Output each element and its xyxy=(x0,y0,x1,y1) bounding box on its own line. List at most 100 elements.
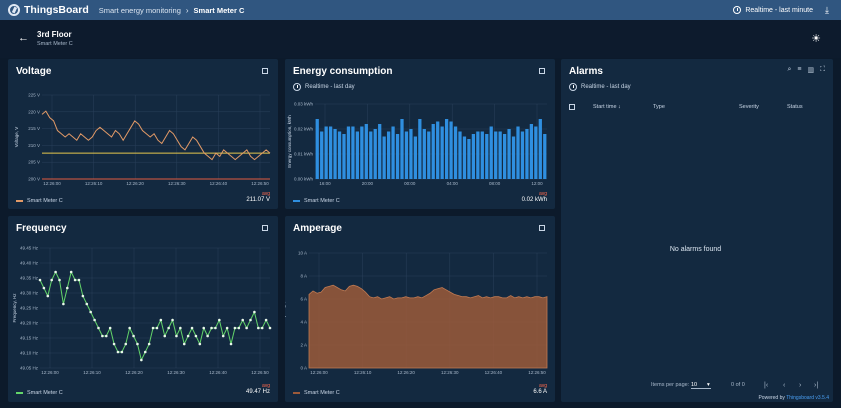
frequency-point xyxy=(108,326,112,330)
frequency-point xyxy=(202,326,206,330)
breadcrumb-dashboard[interactable]: Smart energy monitoring xyxy=(98,5,181,15)
agg-value: 211.07 V xyxy=(246,197,270,203)
chevron-right-icon: › xyxy=(185,5,189,15)
energy-bar xyxy=(489,126,493,179)
weather-sun-icon[interactable]: ☀ xyxy=(811,33,821,45)
x-tick-label: 12:26:20 xyxy=(126,181,144,186)
y-tick-label: 49.45 Hz xyxy=(20,246,39,251)
x-tick-label: 00:00 xyxy=(404,181,416,186)
column-type[interactable]: Type xyxy=(653,104,665,110)
energy-bar xyxy=(400,119,404,179)
column-severity[interactable]: Severity xyxy=(739,104,759,110)
energy-bar xyxy=(315,119,319,179)
frequency-point xyxy=(140,358,143,362)
fullscreen-icon[interactable]: ⛶ xyxy=(820,66,825,73)
energy-bar xyxy=(364,124,368,179)
legend-label: Smart Meter C xyxy=(27,390,63,396)
frequency-point xyxy=(253,310,256,314)
x-tick-label: 12:26:40 xyxy=(210,181,228,186)
timewindow-control[interactable]: Realtime - last minute ⤓ xyxy=(733,0,829,20)
clock-icon xyxy=(293,83,301,91)
search-icon[interactable]: ⌕ xyxy=(787,66,792,73)
energy-bar xyxy=(386,131,391,179)
items-per-page-select[interactable]: 10 xyxy=(691,382,711,389)
alarms-paginator: Items per page: 10 ▾ 0 of 0 |‹ ‹ › ›| xyxy=(561,382,841,394)
x-tick-label: 12:26:30 xyxy=(168,181,186,186)
y-tick-label: 0.01 kWh xyxy=(294,152,314,157)
frequency-point xyxy=(69,270,73,274)
voltage-title: Voltage xyxy=(16,66,52,77)
y-tick-label: 49.25 Hz xyxy=(20,306,39,311)
y-axis-label: Frequency, Hz xyxy=(12,293,17,323)
frequency-point xyxy=(58,278,61,282)
thingsboard-logo[interactable]: ThingsBoard xyxy=(8,4,89,16)
energy-bar xyxy=(502,134,507,179)
x-tick-label: 16:00 xyxy=(319,181,331,186)
timewindow-label: Realtime - last minute xyxy=(745,6,814,14)
agg-label: avg xyxy=(261,191,270,197)
energy-bar xyxy=(498,131,502,179)
agg-value: 0.02 kWh xyxy=(521,197,547,203)
frequency-point xyxy=(93,318,96,322)
y-tick-label: 0.00 kWh xyxy=(294,177,314,182)
legend-label: Smart Meter C xyxy=(304,198,340,204)
last-page-icon[interactable]: ›| xyxy=(814,382,819,389)
x-tick-label: 12:26:00 xyxy=(41,370,59,375)
fullscreen-icon[interactable] xyxy=(262,68,268,74)
energy-title: Energy consumption xyxy=(293,66,393,77)
energy-bar xyxy=(444,119,449,179)
energy-bar xyxy=(507,129,511,179)
frequency-point xyxy=(85,302,89,306)
fullscreen-icon[interactable] xyxy=(539,225,545,231)
fullscreen-icon[interactable] xyxy=(262,225,268,231)
energy-bar xyxy=(538,119,542,179)
frequency-point xyxy=(237,326,241,330)
legend-swatch xyxy=(16,200,23,202)
x-tick-label: 12:26:50 xyxy=(251,181,269,186)
frequency-point xyxy=(268,326,272,330)
frequency-point xyxy=(225,326,229,330)
no-alarms-message: No alarms found xyxy=(669,246,722,253)
energy-bar xyxy=(525,129,529,179)
frequency-title: Frequency xyxy=(16,223,67,234)
energy-bar xyxy=(436,121,440,179)
sort-arrow-icon: ↓ xyxy=(618,104,621,110)
alarms-card: Alarms ⌕ ≡ ▥ ⛶ Realtime - last day xyxy=(561,59,833,402)
energy-bar xyxy=(427,131,431,179)
download-icon[interactable]: ⤓ xyxy=(825,4,829,15)
first-page-icon[interactable]: |‹ xyxy=(764,382,769,389)
x-tick-label: 12:26:00 xyxy=(43,181,61,186)
prev-page-icon[interactable]: ‹ xyxy=(783,382,786,389)
frequency-point xyxy=(159,318,163,322)
y-tick-label: 49.15 Hz xyxy=(20,336,39,341)
energy-bar xyxy=(449,121,453,179)
energy-bar xyxy=(360,126,364,179)
frequency-point xyxy=(62,302,65,306)
frequency-point xyxy=(136,342,139,346)
frequency-point xyxy=(128,326,131,330)
columns-icon[interactable]: ▥ xyxy=(807,67,815,74)
breadcrumb-state[interactable]: Smart Meter C xyxy=(193,5,245,15)
powered-brand-link[interactable]: Thingsboard v3.5.4 xyxy=(786,395,829,401)
back-arrow-icon[interactable]: ← xyxy=(18,32,29,44)
voltage-card: Voltage 225 V 220 V 215 V 210 V 205 V 200 V 12… xyxy=(8,59,278,209)
clock-icon xyxy=(733,6,742,14)
frequency-aggregate: avg 49.47 Hz xyxy=(246,383,270,395)
frequency-point xyxy=(147,342,151,346)
state-subtitle: Smart Meter C xyxy=(37,41,73,47)
y-tick-label: 4 A xyxy=(300,320,307,325)
column-status[interactable]: Status xyxy=(787,104,803,110)
energy-bar xyxy=(395,134,400,179)
next-page-icon[interactable]: › xyxy=(799,382,802,389)
frequency-point xyxy=(89,310,92,314)
timewindow-label: Realtime - last day xyxy=(305,84,355,90)
frequency-point xyxy=(245,326,248,330)
x-tick-label: 04:00 xyxy=(447,181,459,186)
column-start-time[interactable]: Start time xyxy=(593,104,617,110)
energy-bar xyxy=(351,126,355,179)
filter-icon[interactable]: ≡ xyxy=(797,66,802,73)
energy-bar xyxy=(467,139,471,179)
select-all-checkbox[interactable] xyxy=(569,104,575,110)
fullscreen-icon[interactable] xyxy=(539,68,545,74)
energy-legend: Smart Meter C xyxy=(293,198,340,204)
